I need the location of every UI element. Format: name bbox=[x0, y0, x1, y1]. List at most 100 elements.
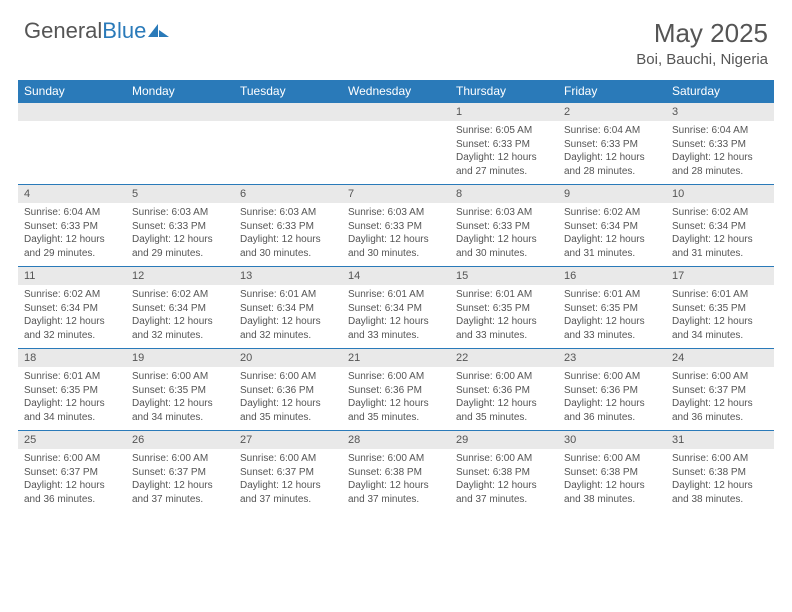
day-cell: Sunrise: 6:01 AMSunset: 6:35 PMDaylight:… bbox=[450, 285, 558, 349]
day-cell: Sunrise: 6:04 AMSunset: 6:33 PMDaylight:… bbox=[18, 203, 126, 267]
sunrise-line: Sunrise: 6:04 AM bbox=[24, 206, 120, 220]
sunset-line: Sunset: 6:36 PM bbox=[564, 384, 660, 398]
month-title: May 2025 bbox=[636, 18, 768, 49]
daylight-line: Daylight: 12 hours and 32 minutes. bbox=[132, 315, 228, 342]
sunset-line: Sunset: 6:34 PM bbox=[672, 220, 768, 234]
day-cell: Sunrise: 6:02 AMSunset: 6:34 PMDaylight:… bbox=[558, 203, 666, 267]
sunrise-line: Sunrise: 6:00 AM bbox=[132, 452, 228, 466]
day-cell: Sunrise: 6:02 AMSunset: 6:34 PMDaylight:… bbox=[126, 285, 234, 349]
sunrise-line: Sunrise: 6:03 AM bbox=[240, 206, 336, 220]
sunset-line: Sunset: 6:33 PM bbox=[456, 220, 552, 234]
daylight-line: Daylight: 12 hours and 33 minutes. bbox=[564, 315, 660, 342]
logo-part2: Blue bbox=[102, 18, 146, 43]
daynum-row: 25262728293031 bbox=[18, 431, 774, 450]
day-number: 10 bbox=[666, 185, 774, 204]
day-number: 21 bbox=[342, 349, 450, 368]
sunset-line: Sunset: 6:37 PM bbox=[672, 384, 768, 398]
day-cell: Sunrise: 6:04 AMSunset: 6:33 PMDaylight:… bbox=[666, 121, 774, 185]
sunset-line: Sunset: 6:35 PM bbox=[132, 384, 228, 398]
sunset-line: Sunset: 6:38 PM bbox=[672, 466, 768, 480]
sunrise-line: Sunrise: 6:01 AM bbox=[564, 288, 660, 302]
calendar-table: Sunday Monday Tuesday Wednesday Thursday… bbox=[18, 80, 774, 512]
sunset-line: Sunset: 6:35 PM bbox=[564, 302, 660, 316]
day-header-row: Sunday Monday Tuesday Wednesday Thursday… bbox=[18, 80, 774, 103]
day-cell: Sunrise: 6:01 AMSunset: 6:35 PMDaylight:… bbox=[666, 285, 774, 349]
day-cell: Sunrise: 6:00 AMSunset: 6:38 PMDaylight:… bbox=[450, 449, 558, 512]
sunset-line: Sunset: 6:35 PM bbox=[672, 302, 768, 316]
day-cell: Sunrise: 6:01 AMSunset: 6:34 PMDaylight:… bbox=[234, 285, 342, 349]
daylight-line: Daylight: 12 hours and 34 minutes. bbox=[672, 315, 768, 342]
sunset-line: Sunset: 6:33 PM bbox=[132, 220, 228, 234]
dayhead-mon: Monday bbox=[126, 80, 234, 103]
day-number: 29 bbox=[450, 431, 558, 450]
day-cell: Sunrise: 6:01 AMSunset: 6:34 PMDaylight:… bbox=[342, 285, 450, 349]
daynum-row: 18192021222324 bbox=[18, 349, 774, 368]
daylight-line: Daylight: 12 hours and 32 minutes. bbox=[24, 315, 120, 342]
day-number bbox=[126, 103, 234, 122]
sunrise-line: Sunrise: 6:01 AM bbox=[240, 288, 336, 302]
day-number: 27 bbox=[234, 431, 342, 450]
daycontent-row: Sunrise: 6:04 AMSunset: 6:33 PMDaylight:… bbox=[18, 203, 774, 267]
sunset-line: Sunset: 6:34 PM bbox=[132, 302, 228, 316]
daylight-line: Daylight: 12 hours and 27 minutes. bbox=[456, 151, 552, 178]
daylight-line: Daylight: 12 hours and 37 minutes. bbox=[456, 479, 552, 506]
daylight-line: Daylight: 12 hours and 28 minutes. bbox=[564, 151, 660, 178]
daylight-line: Daylight: 12 hours and 28 minutes. bbox=[672, 151, 768, 178]
sunset-line: Sunset: 6:34 PM bbox=[564, 220, 660, 234]
sunrise-line: Sunrise: 6:02 AM bbox=[564, 206, 660, 220]
daylight-line: Daylight: 12 hours and 38 minutes. bbox=[564, 479, 660, 506]
day-number: 7 bbox=[342, 185, 450, 204]
day-cell: Sunrise: 6:00 AMSunset: 6:37 PMDaylight:… bbox=[126, 449, 234, 512]
logo-part1: General bbox=[24, 18, 102, 43]
day-number: 8 bbox=[450, 185, 558, 204]
sunrise-line: Sunrise: 6:00 AM bbox=[564, 370, 660, 384]
daynum-row: 123 bbox=[18, 103, 774, 122]
logo: GeneralBlue bbox=[24, 18, 170, 44]
day-number: 19 bbox=[126, 349, 234, 368]
daylight-line: Daylight: 12 hours and 33 minutes. bbox=[456, 315, 552, 342]
sunset-line: Sunset: 6:37 PM bbox=[24, 466, 120, 480]
logo-sail-icon bbox=[148, 24, 170, 38]
day-cell: Sunrise: 6:00 AMSunset: 6:36 PMDaylight:… bbox=[342, 367, 450, 431]
sunset-line: Sunset: 6:36 PM bbox=[456, 384, 552, 398]
daylight-line: Daylight: 12 hours and 38 minutes. bbox=[672, 479, 768, 506]
day-cell: Sunrise: 6:03 AMSunset: 6:33 PMDaylight:… bbox=[126, 203, 234, 267]
day-number: 20 bbox=[234, 349, 342, 368]
sunrise-line: Sunrise: 6:01 AM bbox=[672, 288, 768, 302]
day-number: 5 bbox=[126, 185, 234, 204]
sunrise-line: Sunrise: 6:01 AM bbox=[24, 370, 120, 384]
day-cell bbox=[18, 121, 126, 185]
day-cell: Sunrise: 6:02 AMSunset: 6:34 PMDaylight:… bbox=[666, 203, 774, 267]
sunset-line: Sunset: 6:36 PM bbox=[348, 384, 444, 398]
sunset-line: Sunset: 6:38 PM bbox=[456, 466, 552, 480]
daycontent-row: Sunrise: 6:00 AM Sunset: 6:37 PM Daylight:… bbox=[18, 449, 774, 512]
day-number: 22 bbox=[450, 349, 558, 368]
sunset-line: Sunset: 6:33 PM bbox=[672, 138, 768, 152]
daynum-row: 45678910 bbox=[18, 185, 774, 204]
sunrise-line: Sunrise: 6:03 AM bbox=[132, 206, 228, 220]
day-number: 18 bbox=[18, 349, 126, 368]
sunset-line: Sunset: 6:37 PM bbox=[240, 466, 336, 480]
daynum-row: 11121314151617 bbox=[18, 267, 774, 286]
day-cell: Sunrise: 6:00 AMSunset: 6:38 PMDaylight:… bbox=[666, 449, 774, 512]
day-cell: Sunrise: 6:02 AMSunset: 6:34 PMDaylight:… bbox=[18, 285, 126, 349]
day-cell: Sunrise: 6:00 AMSunset: 6:38 PMDaylight:… bbox=[342, 449, 450, 512]
daylight-line: Daylight: 12 hours and 30 minutes. bbox=[456, 233, 552, 260]
sunset-line: Sunset: 6:36 PM bbox=[240, 384, 336, 398]
daylight-line: Daylight: 12 hours and 34 minutes. bbox=[132, 397, 228, 424]
sunset-line: Sunset: 6:38 PM bbox=[348, 466, 444, 480]
daylight-line: Daylight: 12 hours and 29 minutes. bbox=[132, 233, 228, 260]
daylight-line: Daylight: 12 hours and 33 minutes. bbox=[348, 315, 444, 342]
sunset-line: Sunset: 6:35 PM bbox=[24, 384, 120, 398]
day-cell: Sunrise: 6:00 AMSunset: 6:37 PMDaylight:… bbox=[234, 449, 342, 512]
dayhead-wed: Wednesday bbox=[342, 80, 450, 103]
sunset-line: Sunset: 6:34 PM bbox=[240, 302, 336, 316]
daylight-line: Daylight: 12 hours and 30 minutes. bbox=[240, 233, 336, 260]
day-number bbox=[234, 103, 342, 122]
day-number: 4 bbox=[18, 185, 126, 204]
day-cell: Sunrise: 6:00 AMSunset: 6:37 PMDaylight:… bbox=[18, 449, 126, 512]
day-number: 14 bbox=[342, 267, 450, 286]
sunrise-line: Sunrise: 6:03 AM bbox=[348, 206, 444, 220]
daylight-line: Daylight: 12 hours and 34 minutes. bbox=[24, 397, 120, 424]
day-number: 15 bbox=[450, 267, 558, 286]
